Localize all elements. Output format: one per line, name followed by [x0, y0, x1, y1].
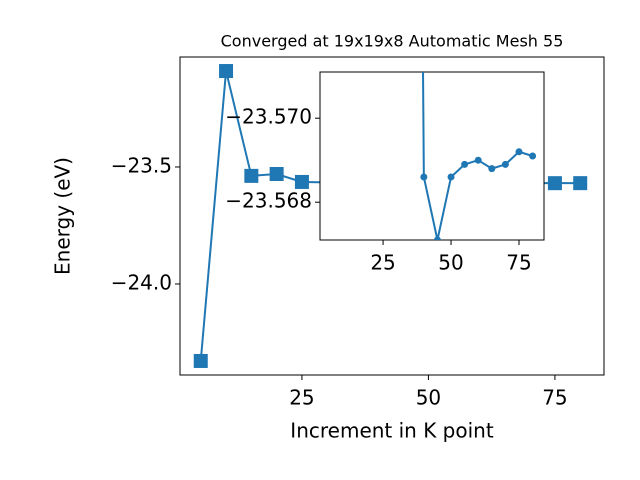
- marker: [547, 176, 562, 191]
- x-tick-label: 25: [289, 386, 314, 410]
- y-tick-label: −23.5: [111, 153, 172, 177]
- marker: [244, 168, 259, 183]
- x-tick-label: 75: [506, 251, 531, 275]
- x-tick-label: 50: [416, 386, 441, 410]
- y-axis-label: Energy (eV): [51, 157, 75, 275]
- marker: [294, 174, 309, 189]
- y-tick-label: −23.568: [225, 189, 312, 213]
- marker: [433, 236, 441, 240]
- marker: [515, 148, 523, 156]
- y-tick-label: −24.0: [111, 270, 172, 294]
- marker: [573, 176, 588, 191]
- marker: [193, 353, 208, 368]
- marker: [447, 173, 455, 181]
- chart-title: Converged at 19x19x8 Automatic Mesh 55: [221, 32, 564, 51]
- line: [422, 72, 533, 240]
- y-tick-label: −23.570: [225, 105, 312, 129]
- marker: [420, 173, 428, 181]
- marker: [501, 160, 509, 168]
- plot-content: [420, 72, 537, 240]
- marker: [461, 160, 469, 168]
- marker: [474, 156, 482, 164]
- marker: [529, 152, 537, 160]
- x-axis-label: Increment in K point: [290, 419, 494, 443]
- x-tick-label: 25: [370, 251, 395, 275]
- x-tick-label: 50: [438, 251, 463, 275]
- marker: [269, 166, 284, 181]
- marker: [219, 64, 234, 79]
- x-tick-label: 75: [542, 386, 567, 410]
- marker: [488, 165, 496, 173]
